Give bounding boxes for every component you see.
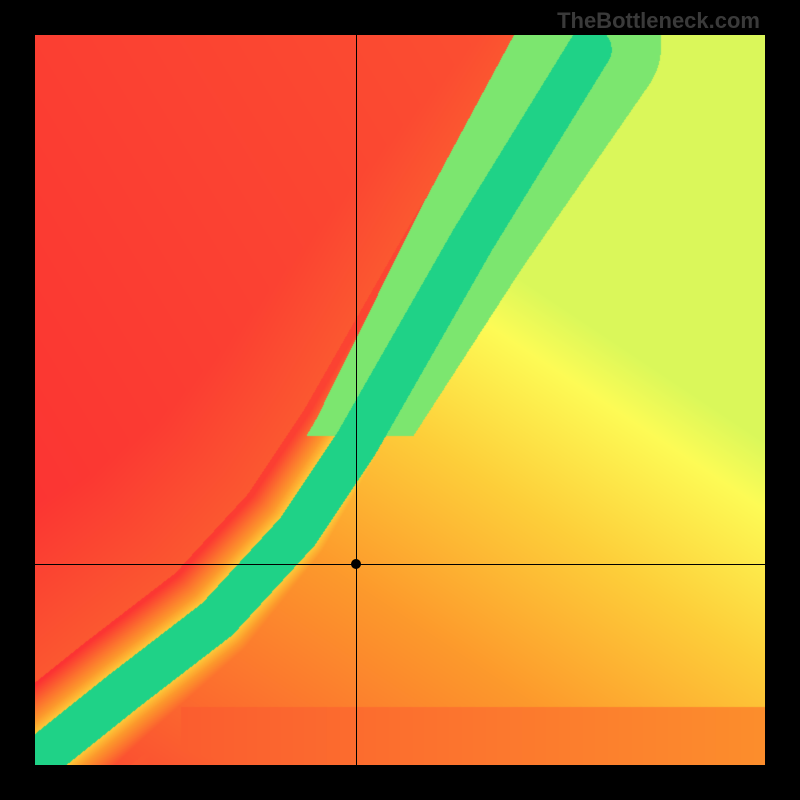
heatmap-plot bbox=[35, 35, 765, 765]
crosshair-vertical bbox=[356, 35, 357, 765]
crosshair-horizontal bbox=[35, 564, 765, 565]
watermark-text: TheBottleneck.com bbox=[557, 8, 760, 34]
crosshair-marker bbox=[351, 559, 361, 569]
heatmap-canvas bbox=[35, 35, 765, 765]
